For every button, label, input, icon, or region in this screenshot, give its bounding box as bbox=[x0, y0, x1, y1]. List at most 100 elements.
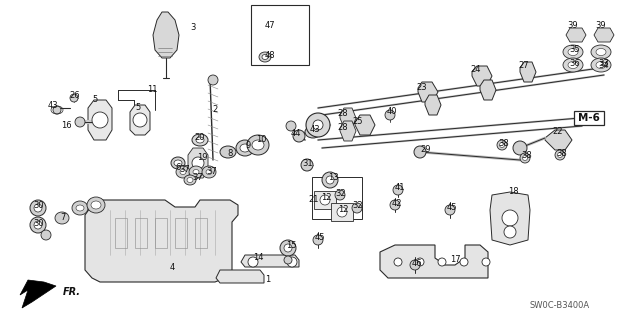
Ellipse shape bbox=[91, 201, 101, 209]
Text: 30: 30 bbox=[34, 219, 44, 227]
Text: 7: 7 bbox=[60, 213, 66, 222]
Polygon shape bbox=[153, 12, 179, 58]
Text: 43: 43 bbox=[310, 125, 320, 135]
Text: 23: 23 bbox=[417, 84, 428, 93]
Text: 33: 33 bbox=[598, 58, 609, 68]
Ellipse shape bbox=[563, 58, 583, 72]
Circle shape bbox=[92, 112, 108, 128]
Text: 9: 9 bbox=[245, 140, 251, 150]
Circle shape bbox=[416, 258, 424, 266]
Text: 3: 3 bbox=[190, 24, 196, 33]
Text: 19: 19 bbox=[196, 153, 207, 162]
Circle shape bbox=[393, 185, 403, 195]
Circle shape bbox=[438, 258, 446, 266]
Circle shape bbox=[313, 235, 323, 245]
Text: 40: 40 bbox=[387, 108, 397, 116]
Circle shape bbox=[414, 146, 426, 158]
Ellipse shape bbox=[206, 169, 212, 174]
Polygon shape bbox=[252, 12, 277, 48]
Text: 44: 44 bbox=[291, 129, 301, 137]
Polygon shape bbox=[425, 95, 441, 115]
Ellipse shape bbox=[193, 169, 199, 174]
Ellipse shape bbox=[202, 166, 216, 178]
Ellipse shape bbox=[174, 160, 182, 166]
Polygon shape bbox=[20, 280, 56, 308]
Polygon shape bbox=[545, 130, 572, 150]
Text: 41: 41 bbox=[395, 183, 405, 192]
Circle shape bbox=[352, 203, 362, 213]
Text: 12: 12 bbox=[321, 194, 332, 203]
Ellipse shape bbox=[180, 169, 186, 174]
Ellipse shape bbox=[171, 157, 185, 169]
Polygon shape bbox=[355, 115, 375, 135]
Text: 32: 32 bbox=[353, 202, 364, 211]
Circle shape bbox=[34, 204, 42, 212]
Text: 45: 45 bbox=[447, 204, 457, 212]
Text: 1: 1 bbox=[266, 276, 271, 285]
Ellipse shape bbox=[189, 166, 203, 178]
Polygon shape bbox=[85, 200, 238, 282]
Polygon shape bbox=[130, 105, 150, 135]
Circle shape bbox=[513, 141, 527, 155]
Ellipse shape bbox=[591, 58, 611, 72]
Text: 5: 5 bbox=[92, 95, 98, 105]
Polygon shape bbox=[340, 108, 356, 128]
Circle shape bbox=[320, 195, 330, 205]
Circle shape bbox=[335, 190, 345, 200]
Ellipse shape bbox=[184, 175, 196, 185]
Ellipse shape bbox=[220, 146, 236, 158]
Text: 24: 24 bbox=[471, 65, 481, 75]
Ellipse shape bbox=[568, 48, 578, 56]
Ellipse shape bbox=[240, 144, 250, 152]
Ellipse shape bbox=[192, 134, 208, 146]
Text: 38: 38 bbox=[522, 152, 532, 160]
Circle shape bbox=[208, 75, 218, 85]
Circle shape bbox=[41, 230, 51, 240]
Text: 14: 14 bbox=[253, 254, 263, 263]
Circle shape bbox=[301, 159, 313, 171]
Text: 37: 37 bbox=[193, 174, 204, 182]
Circle shape bbox=[70, 94, 78, 102]
Text: 12: 12 bbox=[338, 205, 348, 214]
Text: 48: 48 bbox=[265, 50, 275, 60]
Circle shape bbox=[522, 155, 527, 160]
Ellipse shape bbox=[247, 135, 269, 155]
Circle shape bbox=[499, 143, 504, 147]
Ellipse shape bbox=[72, 201, 88, 215]
Text: 42: 42 bbox=[392, 198, 403, 207]
Text: SW0C-B3400A: SW0C-B3400A bbox=[530, 301, 590, 310]
Text: 30: 30 bbox=[34, 202, 44, 211]
Ellipse shape bbox=[596, 48, 606, 56]
Text: 45: 45 bbox=[315, 234, 325, 242]
Circle shape bbox=[34, 221, 42, 229]
Polygon shape bbox=[480, 80, 496, 100]
Ellipse shape bbox=[596, 62, 606, 69]
Text: 6: 6 bbox=[175, 164, 180, 173]
Circle shape bbox=[520, 153, 530, 163]
Bar bbox=[312, 177, 362, 219]
Text: 21: 21 bbox=[308, 196, 319, 204]
Text: 4: 4 bbox=[170, 263, 175, 272]
Text: 11: 11 bbox=[147, 85, 157, 94]
Circle shape bbox=[284, 256, 292, 264]
Circle shape bbox=[30, 200, 46, 216]
Circle shape bbox=[385, 110, 395, 120]
Text: 15: 15 bbox=[285, 241, 296, 250]
Ellipse shape bbox=[305, 126, 321, 138]
Circle shape bbox=[192, 157, 204, 169]
Circle shape bbox=[555, 150, 565, 160]
Circle shape bbox=[287, 257, 297, 267]
Text: 35: 35 bbox=[570, 46, 580, 55]
Text: 27: 27 bbox=[518, 62, 529, 70]
Text: 28: 28 bbox=[338, 123, 348, 132]
Text: 26: 26 bbox=[70, 92, 80, 100]
Text: 38: 38 bbox=[557, 149, 568, 158]
Text: 43: 43 bbox=[48, 101, 58, 110]
Text: 13: 13 bbox=[328, 174, 339, 182]
Ellipse shape bbox=[196, 137, 204, 143]
Bar bbox=[251, 5, 309, 65]
Circle shape bbox=[75, 117, 85, 127]
Circle shape bbox=[53, 106, 61, 114]
Ellipse shape bbox=[87, 197, 105, 213]
Circle shape bbox=[394, 258, 402, 266]
